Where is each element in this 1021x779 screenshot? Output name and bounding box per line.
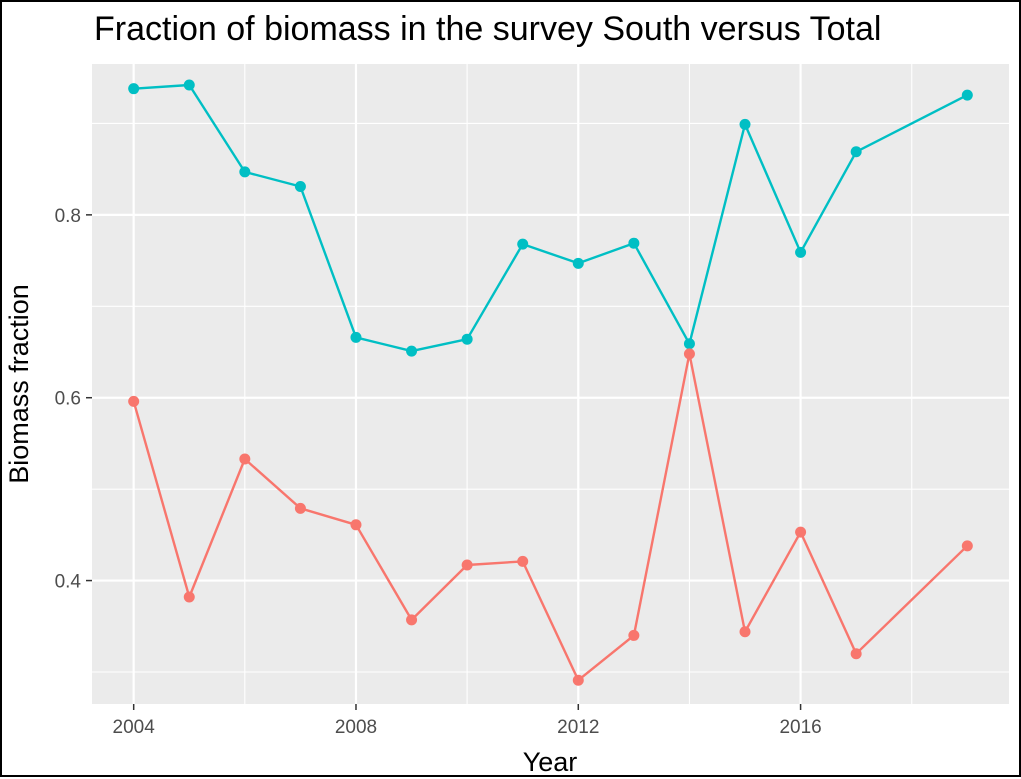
data-point — [517, 555, 529, 567]
series-0 — [128, 79, 973, 357]
grid-major — [92, 64, 1009, 704]
data-point — [350, 331, 362, 343]
data-point — [961, 89, 973, 101]
data-point — [461, 559, 473, 571]
data-point — [461, 333, 473, 345]
data-point — [795, 526, 807, 538]
data-point — [795, 246, 807, 258]
plot-panel — [92, 64, 1009, 704]
data-point — [628, 237, 640, 249]
data-point — [406, 614, 418, 626]
x-tick-label: 2008 — [335, 717, 377, 738]
series-1 — [128, 348, 973, 686]
data-point — [572, 257, 584, 269]
y-axis-ticks: 0.4 0.6 0.8 — [55, 206, 92, 593]
data-point — [517, 238, 529, 250]
series-layer — [128, 79, 973, 686]
data-point — [350, 519, 362, 531]
data-point — [239, 166, 251, 178]
data-point — [850, 648, 862, 660]
data-point — [128, 395, 140, 407]
data-point — [183, 591, 195, 603]
data-point — [183, 79, 195, 91]
x-tick-label: 2016 — [779, 717, 821, 738]
y-axis-title: Biomass fraction — [4, 284, 34, 484]
data-point — [294, 502, 306, 514]
data-point — [739, 626, 751, 638]
chart-title: Fraction of biomass in the survey South … — [94, 10, 881, 48]
data-point — [128, 83, 140, 95]
data-point — [294, 181, 306, 193]
y-tick-label: 0.8 — [55, 206, 81, 227]
data-point — [961, 540, 973, 552]
data-point — [850, 146, 862, 158]
grid-minor — [92, 64, 1009, 704]
data-point — [683, 348, 695, 360]
data-point — [406, 345, 418, 357]
data-point — [239, 453, 251, 465]
data-point — [572, 674, 584, 686]
data-point — [683, 338, 695, 350]
y-tick-label: 0.6 — [55, 389, 81, 410]
data-point — [739, 118, 751, 130]
data-point — [628, 629, 640, 641]
x-axis-ticks: 2004 2008 2012 2016 — [113, 704, 822, 738]
x-axis-title: Year — [523, 747, 578, 777]
y-tick-label: 0.4 — [55, 572, 82, 593]
x-tick-label: 2004 — [113, 717, 156, 738]
x-tick-label: 2012 — [557, 717, 599, 738]
